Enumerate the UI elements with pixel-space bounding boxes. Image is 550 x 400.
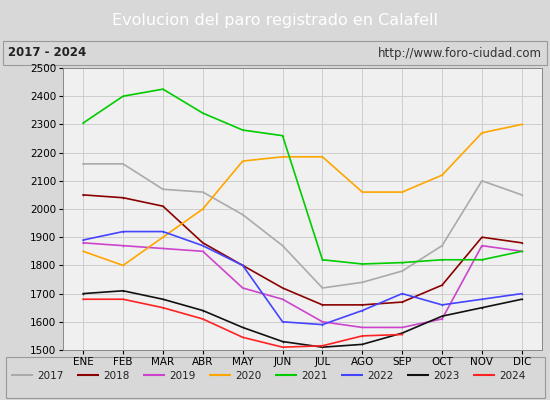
Bar [6,357,544,398]
Text: 2021: 2021 [301,371,328,381]
Text: 2017 - 2024: 2017 - 2024 [8,46,86,60]
Text: Evolucion del paro registrado en Calafell: Evolucion del paro registrado en Calafel… [112,12,438,28]
Text: 2018: 2018 [103,371,130,381]
Text: 2017: 2017 [37,371,64,381]
Text: http://www.foro-ciudad.com: http://www.foro-ciudad.com [378,46,542,60]
Text: 2024: 2024 [499,371,526,381]
Text: 2020: 2020 [235,371,262,381]
Text: 2023: 2023 [433,371,460,381]
Text: 2019: 2019 [169,371,196,381]
Text: 2022: 2022 [367,371,394,381]
